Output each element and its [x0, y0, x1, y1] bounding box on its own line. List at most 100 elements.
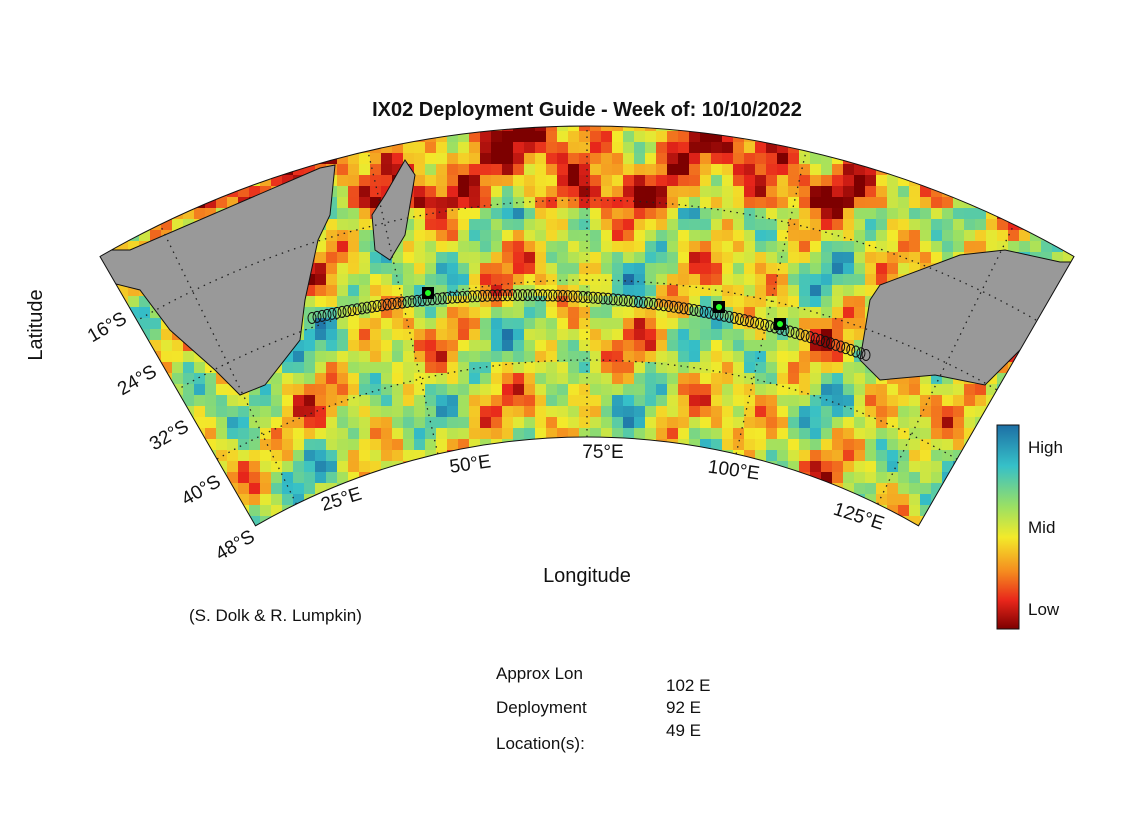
heat-cell [1041, 230, 1053, 242]
heat-cell [1052, 494, 1064, 506]
track-point [795, 328, 805, 341]
heat-cell [403, 362, 415, 374]
heat-cell [238, 126, 250, 132]
heat-cell [282, 362, 294, 374]
heat-cell [975, 164, 987, 176]
heat-cell [975, 175, 987, 187]
heat-cell [821, 296, 833, 308]
heat-cell [282, 164, 294, 176]
heat-cell [161, 395, 173, 407]
heat-cell [282, 142, 294, 154]
heat-cell [1008, 142, 1020, 154]
heat-cell [755, 126, 767, 132]
heat-cell [172, 164, 184, 176]
heat-cell [546, 219, 558, 231]
heat-cell [931, 373, 943, 385]
heat-cell [876, 131, 888, 143]
heat-cell [887, 197, 899, 209]
heat-cell [513, 307, 525, 319]
heat-cell [139, 164, 151, 176]
heat-cell [854, 131, 866, 143]
track-point [437, 292, 447, 305]
heat-cell [161, 483, 173, 495]
heat-cell [491, 494, 503, 506]
heat-cell [425, 307, 437, 319]
heat-cell [766, 219, 778, 231]
heat-cell [964, 126, 976, 132]
heat-cell [1019, 241, 1031, 253]
heat-cell [799, 461, 811, 473]
heat-cell [568, 126, 580, 132]
heat-cell [876, 428, 888, 440]
heat-cell [568, 494, 580, 506]
heat-cell [997, 197, 1009, 209]
heat-cell [700, 373, 712, 385]
heat-cell [1074, 505, 1086, 517]
heat-cell [733, 230, 745, 242]
heat-cell [425, 428, 437, 440]
heat-cell [953, 153, 965, 165]
heat-cell [920, 417, 932, 429]
heat-cell [700, 395, 712, 407]
heat-cell [502, 307, 514, 319]
heat-cell [425, 164, 437, 176]
heat-cell [810, 516, 822, 526]
heat-cell [150, 384, 162, 396]
heat-cell [447, 263, 459, 275]
heat-cell [1063, 428, 1074, 440]
heat-cell [689, 252, 701, 264]
heat-cell [1041, 252, 1053, 264]
heat-cell [601, 329, 613, 341]
heat-cell [865, 175, 877, 187]
heat-cell [392, 417, 404, 429]
heat-cell [876, 274, 888, 286]
heat-cell [711, 131, 723, 143]
heat-cell [546, 384, 558, 396]
heat-cell [1063, 219, 1074, 231]
heat-cell [172, 373, 184, 385]
heat-cell [1074, 340, 1086, 352]
heat-cell [458, 384, 470, 396]
heat-cell [348, 527, 360, 539]
heat-cell [524, 472, 536, 484]
heat-cell [865, 373, 877, 385]
heat-cell [447, 362, 459, 374]
heat-cell [216, 417, 228, 429]
heat-cell [282, 428, 294, 440]
heat-cell [392, 483, 404, 495]
heat-cell [645, 417, 657, 429]
heat-cell [271, 164, 283, 176]
track-point [442, 292, 452, 305]
heat-cell [997, 230, 1009, 242]
heat-cell [1063, 395, 1074, 407]
heat-cell [744, 417, 756, 429]
heat-cell [854, 197, 866, 209]
heat-cell [645, 483, 657, 495]
heat-cell [513, 406, 525, 418]
heat-cell [623, 395, 635, 407]
heat-cell [700, 494, 712, 506]
track-point [815, 334, 825, 347]
heat-cell [1074, 527, 1086, 539]
heat-cell [887, 395, 899, 407]
heat-cell [370, 428, 382, 440]
heat-cell [425, 384, 437, 396]
heat-cell [744, 439, 756, 451]
heat-cell [744, 153, 756, 165]
heat-cell [348, 428, 360, 440]
heat-cell [337, 263, 349, 275]
heat-cell [381, 164, 393, 176]
heat-cell [777, 472, 789, 484]
heat-cell [535, 296, 547, 308]
heat-cell [645, 241, 657, 253]
heat-cell [810, 164, 822, 176]
heat-cell [469, 505, 481, 517]
heat-cell [227, 450, 239, 462]
heat-cell [106, 340, 118, 352]
heat-cell [535, 527, 547, 539]
heat-cell [887, 406, 899, 418]
heat-cell [986, 417, 998, 429]
heat-cell [359, 219, 371, 231]
heat-cell [100, 417, 107, 429]
heat-cell [821, 329, 833, 341]
